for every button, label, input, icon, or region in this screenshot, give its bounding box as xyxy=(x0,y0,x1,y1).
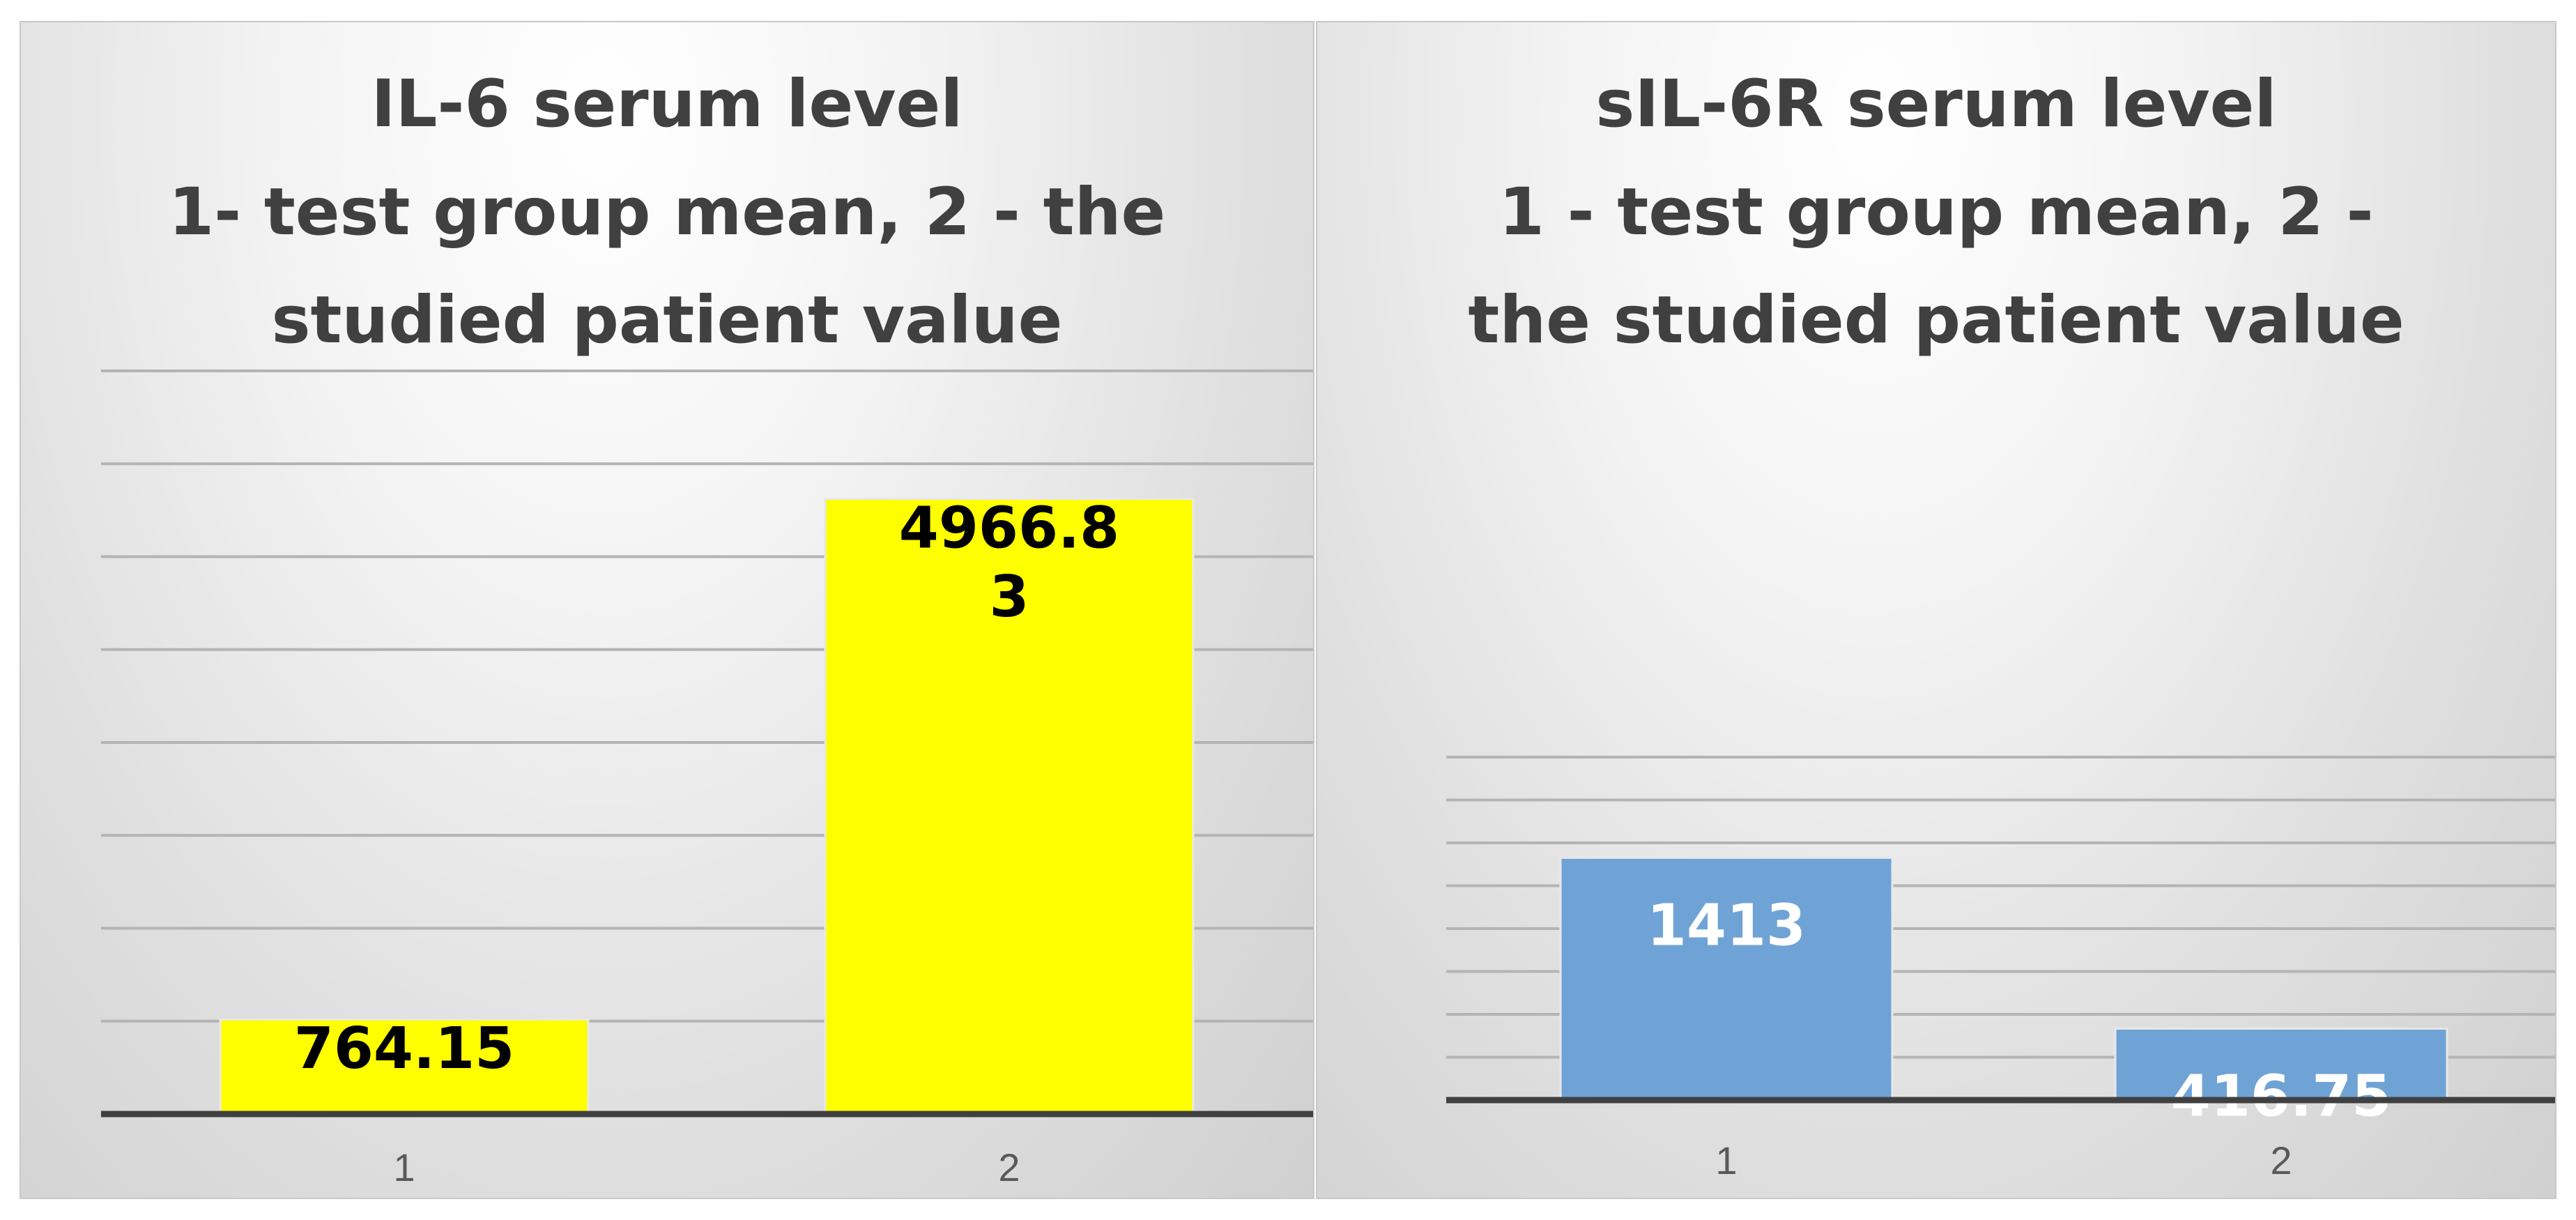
sil6r-chart-plot: 1413 1 416.75 2 xyxy=(1446,756,2555,1182)
data-label-1: 764.15 xyxy=(294,1016,514,1082)
bar-1 xyxy=(219,1018,590,1115)
data-label-2: 4966.8 3 xyxy=(899,496,1119,630)
x-tick-label-2: 2 xyxy=(998,1145,1020,1189)
il6-chart-title: IL-6 serum level 1- test group mean, 2 -… xyxy=(168,66,1166,358)
data-label-2: 416.75 xyxy=(2171,1063,2391,1129)
sil6r-chart-title: sIL-6R serum level 1 - test group mean, … xyxy=(1468,66,2405,358)
x-tick-label-2: 2 xyxy=(2270,1138,2292,1182)
bar-1 xyxy=(1559,856,1894,1101)
il6-chart-panel: IL-6 serum level 1- test group mean, 2 -… xyxy=(20,21,1314,1199)
il6-chart-plot: 764.15 1 4966.8 3 2 xyxy=(101,369,1313,1189)
x-tick-label-1: 1 xyxy=(1715,1138,1737,1182)
sil6r-chart-panel: sIL-6R serum level 1 - test group mean, … xyxy=(1316,21,2556,1199)
data-label-1: 1413 xyxy=(1647,892,1806,959)
x-tick-label-1: 1 xyxy=(393,1145,415,1189)
bar-2 xyxy=(824,498,1195,1115)
bar-2 xyxy=(2114,1027,2448,1101)
